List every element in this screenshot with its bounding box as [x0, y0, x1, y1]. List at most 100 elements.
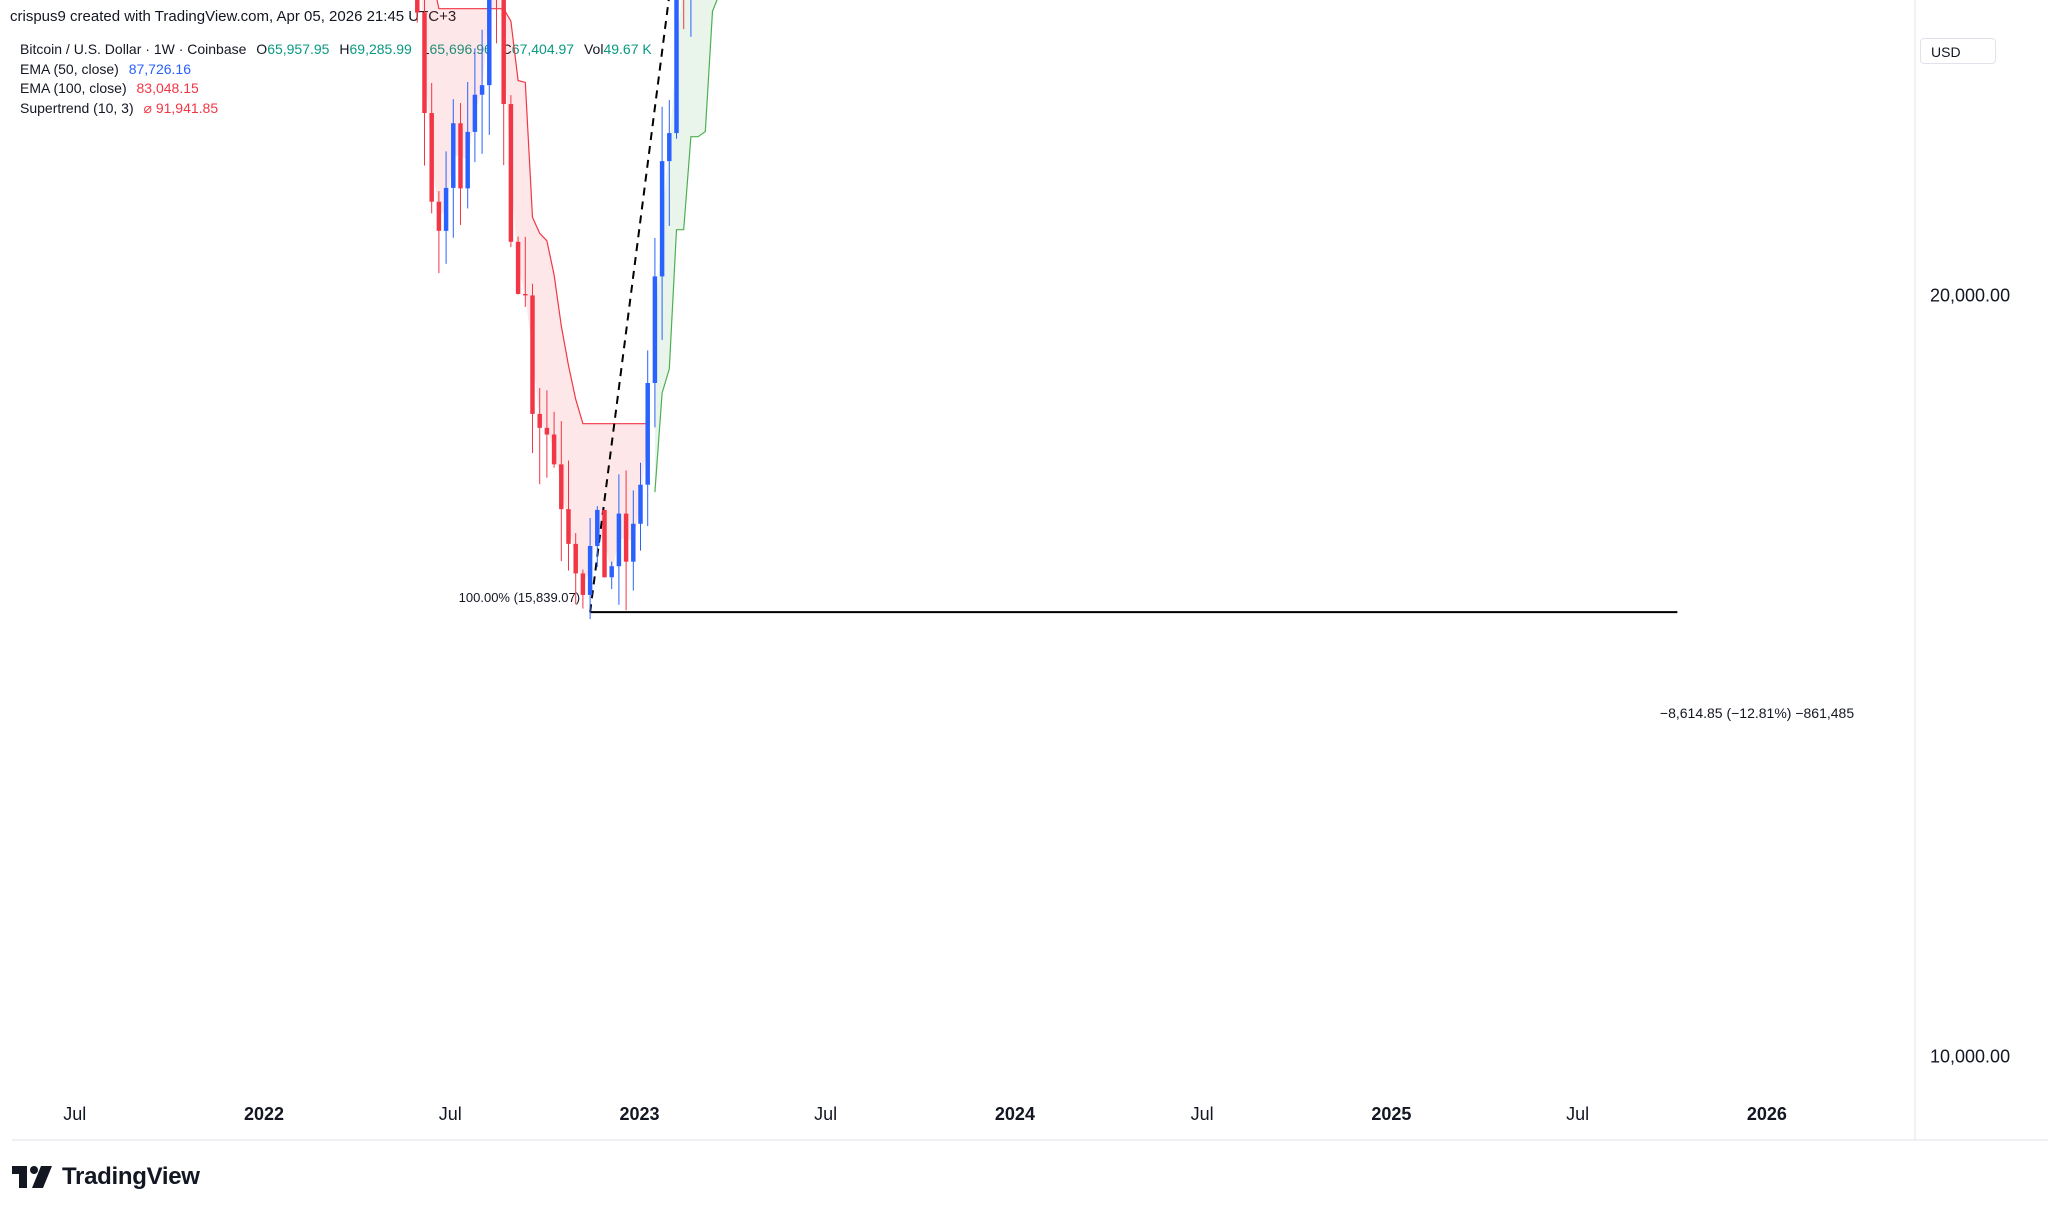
candle-body — [616, 513, 622, 567]
time-axis-tick: 2022 — [244, 1104, 284, 1124]
candle — [501, 0, 506, 166]
volume-value: 49.67 K — [603, 41, 652, 57]
tradingview-logo-icon — [12, 1166, 52, 1188]
open-value: 65,957.95 — [267, 41, 330, 57]
supertrend-up-line — [654, 0, 718, 493]
close-key: C — [502, 41, 512, 57]
time-axis-tick: 2024 — [995, 1104, 1035, 1124]
candle-body — [652, 276, 658, 383]
candle-body — [551, 434, 557, 465]
currency-selector[interactable]: USD — [1920, 38, 1996, 64]
candle-body — [443, 187, 449, 231]
candle — [422, 0, 427, 166]
time-axis-tick: Jul — [814, 1104, 837, 1124]
time-axis-tick: Jul — [439, 1104, 462, 1124]
candle-body — [631, 523, 636, 562]
ema50-value: 87,726.16 — [128, 60, 192, 77]
candle — [429, 82, 434, 214]
candle-body — [573, 543, 578, 574]
candle — [595, 506, 600, 567]
candles-layer — [415, 0, 692, 620]
candle — [631, 490, 636, 591]
low-value: 65,696.96 — [429, 41, 491, 57]
supertrend-value: ⌀ 91,941.85 — [143, 99, 219, 116]
candle — [551, 411, 557, 468]
time-axis-tick: 2026 — [1747, 1104, 1787, 1124]
supertrend-down-line — [436, 0, 648, 425]
candle-body — [537, 413, 542, 428]
candle — [652, 237, 658, 428]
price-axis-tick: 20,000.00 — [1930, 285, 2010, 305]
close-value: 67,404.97 — [511, 41, 575, 57]
candle-body — [544, 427, 550, 435]
supertrend-value-number: 91,941.85 — [155, 99, 219, 116]
candle-body — [429, 113, 434, 202]
candle — [683, 0, 685, 30]
candle — [616, 474, 622, 605]
volume-key: Vol — [583, 41, 604, 57]
chart-attribution: crispus9 created with TradingView.com, A… — [10, 8, 457, 25]
candle — [451, 99, 456, 238]
time-axis-tick: Jul — [1191, 1104, 1214, 1124]
candle-body — [501, 0, 506, 105]
price-chart[interactable]: 0.00% (127,076.44)23.60% (100,824.42)38.… — [0, 0, 2048, 1150]
fib-trend-line — [589, 0, 670, 613]
candle — [587, 518, 593, 620]
candle-body — [602, 509, 607, 578]
candle — [609, 561, 614, 590]
measure-label: −8,614.85 (−12.81%) −861,485 — [1660, 705, 1854, 721]
candle — [638, 462, 643, 551]
ema50-label[interactable]: EMA (50, close) — [20, 60, 119, 77]
candle-body — [530, 295, 535, 414]
candle — [667, 100, 672, 226]
supertrend-down-fill — [421, 0, 648, 585]
candle — [544, 390, 550, 478]
ema100-value: 83,048.15 — [136, 80, 199, 96]
candle-body — [472, 94, 478, 132]
supertrend-legend-row[interactable]: Supertrend (10, 3) ⌀ 91,941.85 — [20, 99, 652, 119]
candle — [674, 0, 679, 139]
candle — [415, 0, 420, 23]
candle — [523, 236, 528, 307]
supertrend-fill-layer — [421, 0, 717, 585]
symbol-name[interactable]: Bitcoin / U.S. Dollar · 1W · Coinbase — [20, 41, 247, 57]
candle — [465, 81, 470, 209]
candle-body — [436, 201, 442, 231]
candle — [659, 106, 665, 340]
candle-body — [623, 513, 629, 562]
symbol-row[interactable]: Bitcoin / U.S. Dollar · 1W · Coinbase O6… — [20, 40, 652, 60]
candle-body — [487, 0, 492, 86]
ohlc-values: O65,957.95 H69,285.99 L65,696.96 C67,404… — [250, 41, 651, 57]
ema50-legend-row[interactable]: EMA (50, close) 87,726.16 — [20, 60, 652, 80]
candle — [566, 460, 571, 571]
candle-body — [645, 382, 650, 485]
candle-body — [523, 293, 528, 296]
candle — [623, 470, 629, 611]
candle-body — [580, 573, 586, 595]
supertrend-label[interactable]: Supertrend (10, 3) — [20, 99, 134, 116]
ema100-label[interactable]: EMA (100, close) — [20, 80, 127, 96]
time-axis-tick: Jul — [63, 1104, 86, 1124]
candle-body — [659, 161, 665, 277]
open-key: O — [256, 41, 268, 57]
candle-body — [559, 464, 564, 510]
tradingview-brand[interactable]: TradingView — [12, 1163, 200, 1191]
fib-level-label: 100.00% (15,839.07) — [459, 590, 580, 605]
candle — [580, 569, 586, 609]
candle — [573, 533, 578, 605]
candle — [487, 0, 492, 135]
candle-body — [566, 509, 571, 544]
candle-body — [508, 104, 514, 242]
candle-body — [415, 0, 420, 13]
ema100-legend-row[interactable]: EMA (100, close) 83,048.15 — [20, 79, 652, 99]
candle-body — [674, 0, 679, 134]
candle — [515, 236, 521, 295]
candle — [559, 421, 564, 562]
candle — [645, 350, 650, 527]
chart-legend: Bitcoin / U.S. Dollar · 1W · Coinbase O6… — [20, 40, 652, 118]
candle — [602, 509, 607, 578]
candle — [472, 48, 478, 163]
candle-body — [515, 241, 521, 294]
candle-body — [667, 133, 672, 162]
candle — [443, 151, 449, 264]
